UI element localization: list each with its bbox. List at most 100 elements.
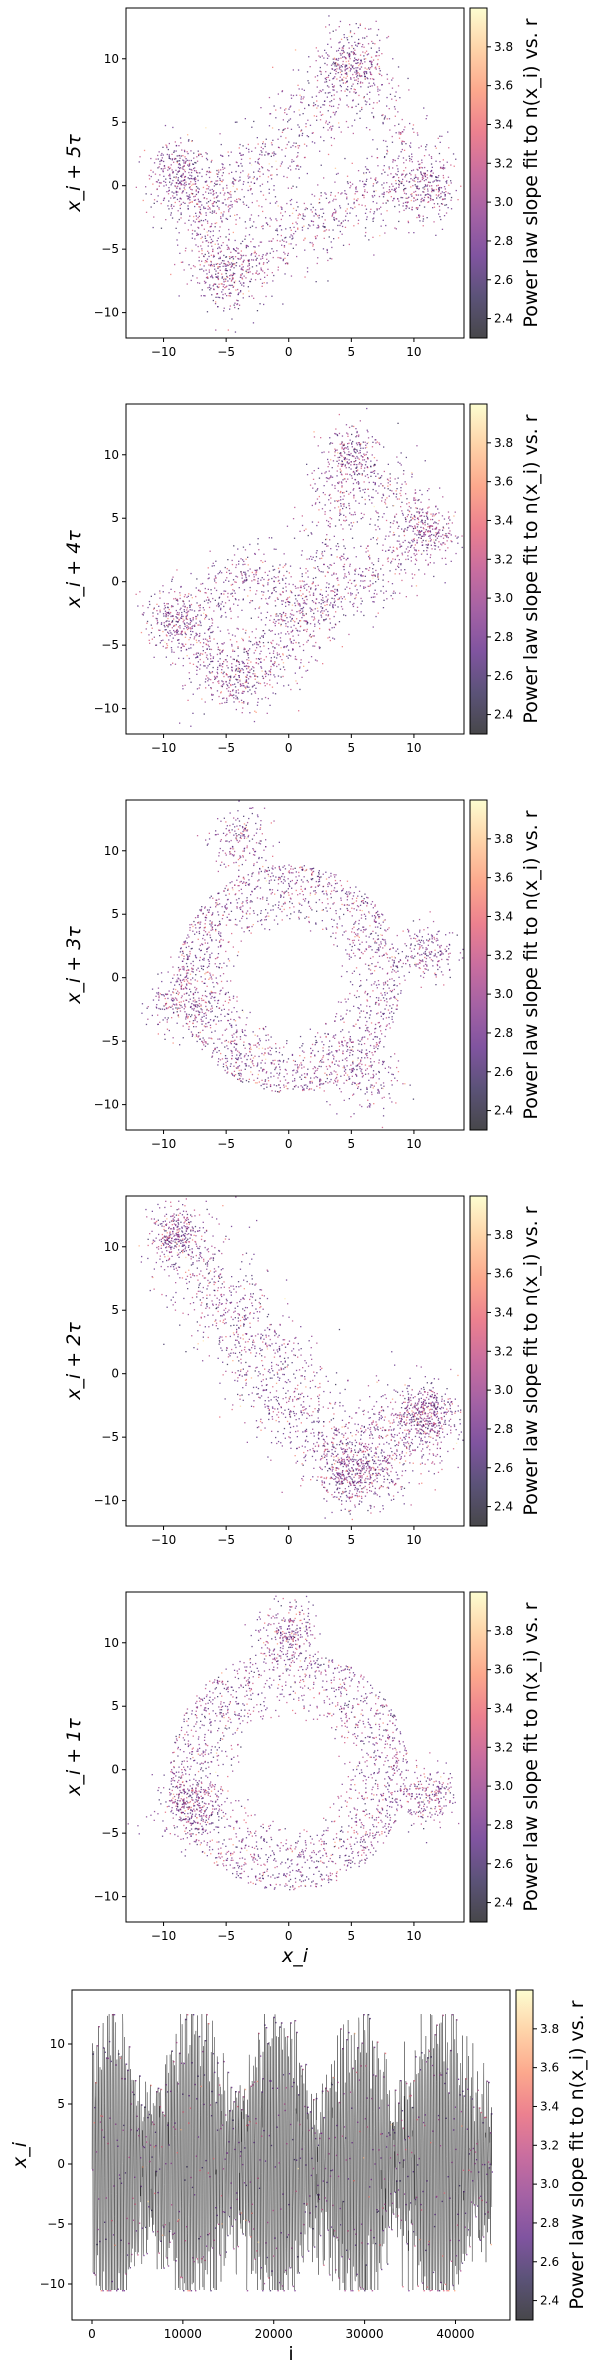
scatter-point [171, 620, 174, 622]
scatter-point [262, 254, 264, 256]
scatter-point [297, 622, 300, 624]
scatter-point [445, 191, 447, 193]
scatter-point [250, 188, 252, 190]
scatter-point [353, 450, 355, 452]
scatter-point [187, 177, 189, 179]
scatter-point [334, 68, 336, 71]
scatter-point [205, 180, 208, 182]
scatter-point [281, 149, 283, 151]
scatter-point [410, 174, 412, 176]
scatter-point [353, 225, 355, 227]
scatter-point [353, 60, 355, 62]
scatter-point [405, 197, 407, 199]
scatter-point [316, 524, 318, 527]
scatter-point [237, 646, 239, 648]
scatter-point [407, 201, 409, 203]
scatter-point [216, 668, 219, 671]
scatter-point [380, 206, 382, 208]
scatter-point [367, 86, 369, 88]
scatter-point [182, 190, 184, 192]
scatter-point [318, 623, 321, 625]
scatter-point [190, 594, 192, 596]
scatter-point [352, 52, 354, 54]
scatter-point [261, 183, 264, 185]
scatter-point [394, 95, 396, 97]
scatter-point [224, 287, 226, 289]
scatter-point [227, 206, 229, 208]
scatter-point [271, 272, 273, 274]
scatter-point [168, 624, 170, 626]
scatter-point [282, 215, 284, 217]
scatter-point [364, 75, 366, 78]
scatter-point [190, 620, 193, 622]
scatter-point [405, 187, 407, 190]
scatter-point [230, 204, 232, 206]
scatter-point [182, 179, 185, 181]
scatter-point [315, 490, 317, 492]
scatter-point [171, 580, 173, 582]
scatter-point [334, 181, 336, 183]
scatter-point [217, 672, 219, 675]
scatter-point [234, 581, 236, 583]
scatter-point [352, 83, 354, 85]
scatter-point [426, 185, 428, 187]
scatter-point [305, 572, 307, 574]
scatter-point [221, 221, 223, 223]
scatter-point [334, 212, 336, 214]
scatter-point [238, 180, 240, 182]
scatter-point [324, 493, 326, 496]
scatter-point [162, 613, 165, 615]
scatter-point [423, 206, 426, 208]
scatter-point [289, 118, 292, 120]
scatter-point [268, 578, 270, 581]
scatter-point [282, 675, 284, 678]
scatter-point [285, 633, 287, 635]
scatter-point [208, 207, 211, 209]
scatter-point [392, 77, 394, 79]
scatter-point [258, 640, 261, 643]
scatter-point [404, 569, 406, 571]
scatter-point [179, 157, 181, 159]
scatter-point [164, 607, 167, 609]
scatter-point [225, 236, 227, 238]
scatter-point [218, 200, 220, 202]
scatter-point [177, 639, 179, 641]
scatter-point [418, 214, 420, 217]
scatter-point [360, 611, 362, 613]
scatter-point [430, 554, 432, 556]
scatter-point [364, 586, 367, 589]
scatter-point [327, 615, 329, 617]
scatter-point [339, 20, 342, 23]
scatter-point [337, 500, 339, 503]
scatter-point [216, 180, 219, 182]
scatter-point [216, 653, 219, 656]
scatter-point [405, 193, 407, 195]
scatter-point [342, 82, 344, 84]
scatter-point [343, 577, 345, 579]
scatter-point [186, 625, 188, 627]
scatter-point [177, 630, 179, 632]
scatter-point [386, 558, 389, 560]
scatter-point [270, 665, 272, 668]
scatter-point [223, 194, 225, 196]
scatter-point [307, 570, 309, 572]
scatter-point [203, 295, 205, 297]
scatter-point [207, 241, 210, 244]
scatter-point [167, 169, 169, 171]
scatter-point [301, 132, 304, 135]
scatter-point [390, 196, 392, 198]
scatter-point [315, 237, 317, 240]
scatter-point [418, 147, 420, 149]
scatter-point [221, 680, 223, 682]
scatter-point [271, 642, 273, 645]
scatter-point [282, 654, 284, 656]
scatter-point [344, 68, 346, 70]
scatter-point [206, 202, 208, 204]
scatter-point [344, 190, 346, 192]
scatter-point [324, 92, 327, 94]
scatter-point [241, 660, 243, 663]
scatter-point [359, 461, 361, 464]
scatter-point [327, 545, 329, 547]
scatter-point [416, 541, 418, 543]
scatter-point [233, 701, 235, 703]
